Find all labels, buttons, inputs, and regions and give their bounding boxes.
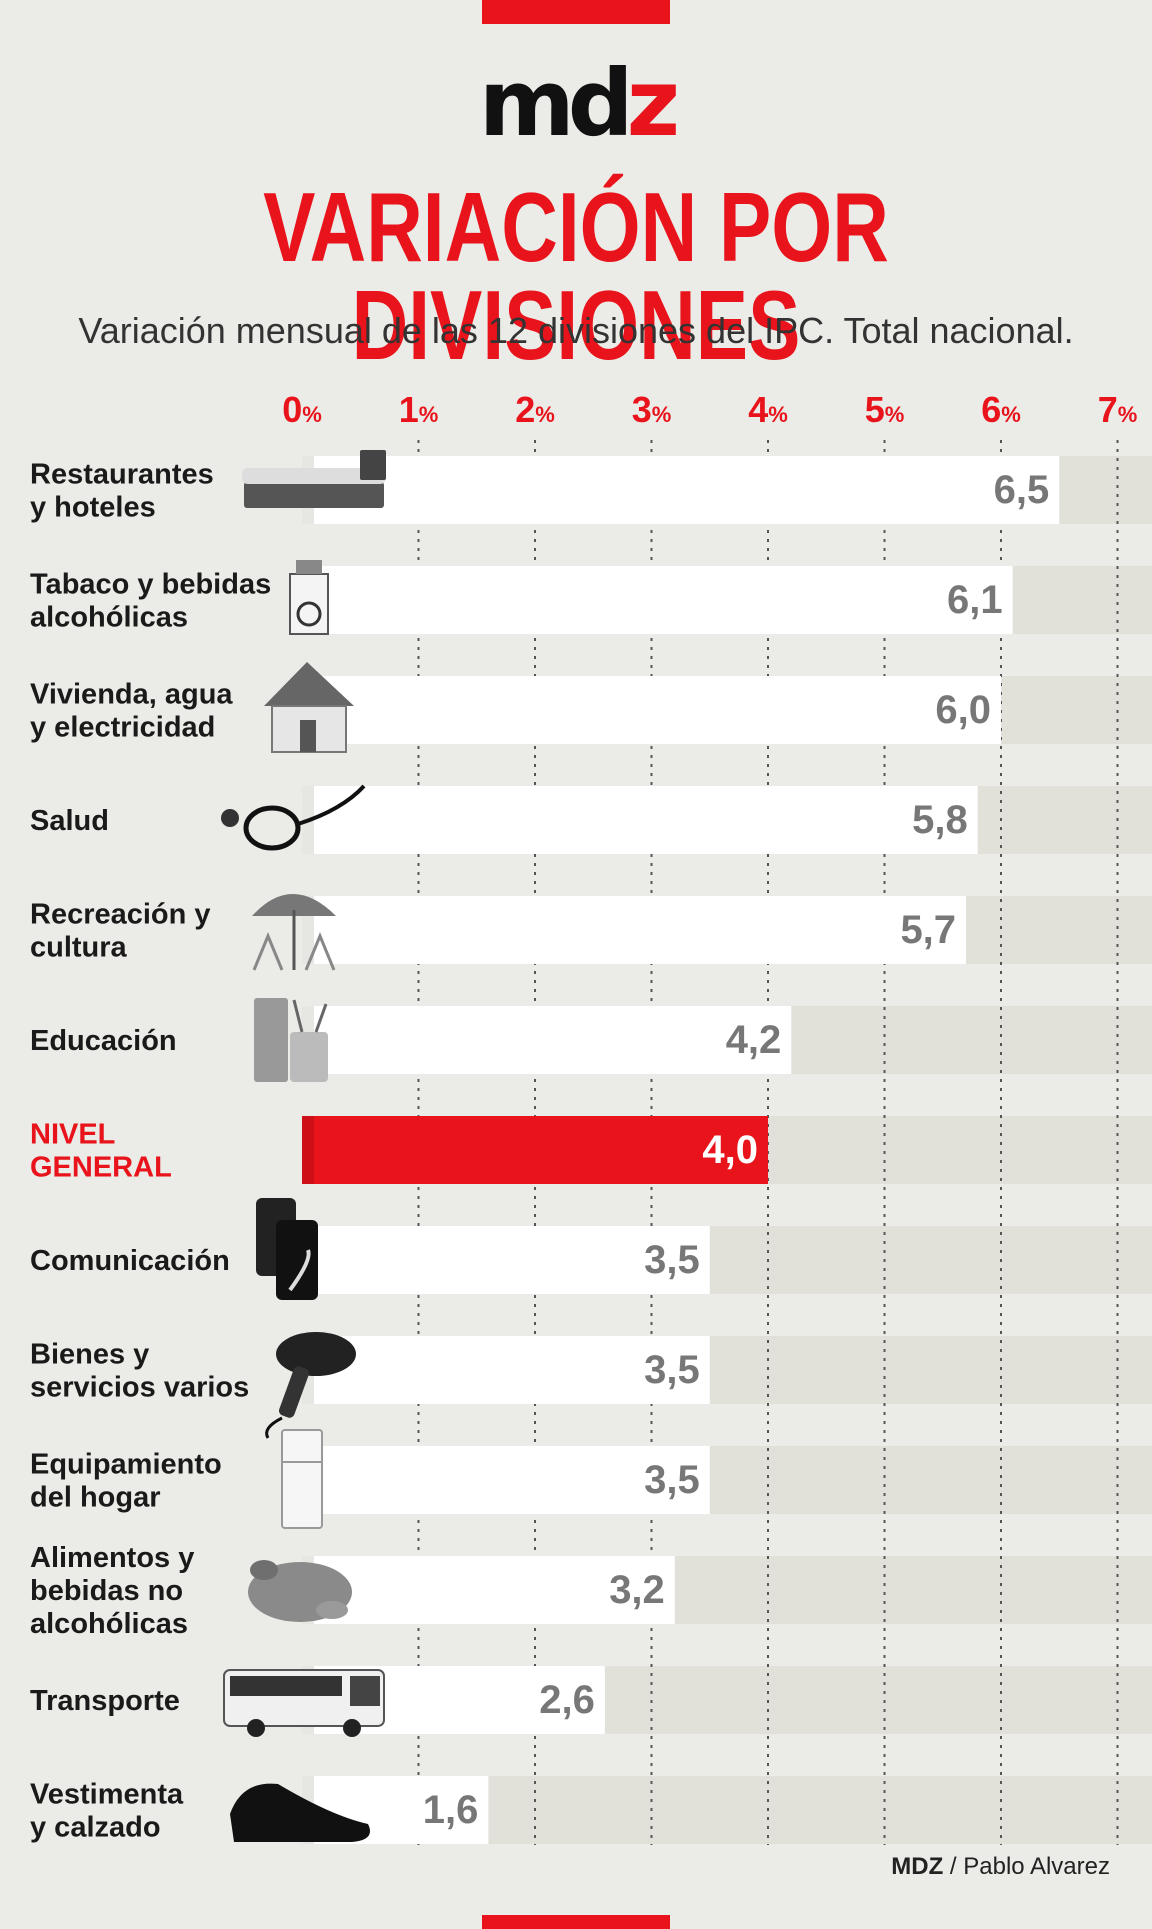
category-label: Comunicación xyxy=(30,1245,230,1277)
category-label: Transporte xyxy=(30,1685,180,1717)
shoe-icon xyxy=(230,1783,370,1842)
smartphone-icon xyxy=(256,1198,318,1300)
cigarettes-icon xyxy=(289,560,329,635)
category-label: Bienes y servicios varios xyxy=(30,1339,249,1404)
bar xyxy=(302,1226,710,1294)
bar xyxy=(302,896,967,964)
bus-icon xyxy=(223,1669,385,1737)
category-label: Educación xyxy=(30,1025,177,1057)
bar xyxy=(302,1556,675,1624)
category-label: Salud xyxy=(30,805,109,837)
category-label: Recreación y cultura xyxy=(30,899,211,964)
bed-icon xyxy=(242,450,386,508)
x-tick-label: 4% xyxy=(748,389,788,430)
value-label: 3,5 xyxy=(644,1348,700,1392)
x-tick-label: 7% xyxy=(1098,389,1138,430)
hair-dryer-icon xyxy=(265,1332,356,1439)
category-label: Restaurantes y hoteles xyxy=(30,459,214,524)
category-label: Vestimenta y calzado xyxy=(30,1779,184,1844)
bar-general xyxy=(302,1116,768,1184)
bar xyxy=(302,1006,792,1074)
bar xyxy=(302,676,1001,744)
category-label: Alimentos y bebidas no alcohólicas xyxy=(30,1542,194,1640)
bar xyxy=(302,566,1013,634)
house-icon xyxy=(264,662,354,753)
credit-line: MDZ / Pablo Alvarez xyxy=(891,1853,1110,1880)
value-label: 6,0 xyxy=(935,688,991,732)
category-label: Equipamiento del hogar xyxy=(30,1449,222,1514)
value-label: 2,6 xyxy=(539,1678,595,1722)
top-accent-bar xyxy=(482,0,670,24)
value-label: 4,2 xyxy=(726,1018,782,1062)
mdz-logo: mdz xyxy=(478,50,680,157)
category-label: Vivienda, agua y electricidad xyxy=(30,679,233,744)
bar xyxy=(302,1336,710,1404)
value-label: 3,2 xyxy=(609,1568,665,1612)
chicken-icon xyxy=(248,1560,352,1622)
x-tick-label: 5% xyxy=(865,389,905,430)
value-label: 5,8 xyxy=(912,798,968,842)
beach-umbrella-icon xyxy=(252,894,336,971)
value-label: 1,6 xyxy=(423,1788,479,1832)
x-tick-label: 0% xyxy=(282,389,322,430)
fridge-icon xyxy=(281,1429,323,1529)
x-tick-label: 1% xyxy=(399,389,439,430)
category-label: NIVEL GENERAL xyxy=(30,1119,172,1184)
bar-edge-shade xyxy=(302,1116,314,1184)
value-label: 6,5 xyxy=(994,468,1050,512)
bar xyxy=(302,1446,710,1514)
chart-subtitle: Variación mensual de las 12 divisiones d… xyxy=(78,310,1074,351)
x-tick-label: 3% xyxy=(632,389,672,430)
value-label: 5,7 xyxy=(900,908,956,952)
value-label: 4,0 xyxy=(702,1128,758,1172)
bottom-accent-bar xyxy=(482,1915,670,1929)
value-label: 6,1 xyxy=(947,578,1003,622)
category-label: Tabaco y bebidas alcohólicas xyxy=(30,569,271,634)
value-label: 3,5 xyxy=(644,1238,700,1282)
x-tick-label: 2% xyxy=(515,389,555,430)
x-tick-label: 6% xyxy=(981,389,1021,430)
stethoscope-icon xyxy=(221,784,366,851)
chart-title: VARIACIÓN POR DIVISIONES xyxy=(263,172,889,380)
bar xyxy=(302,456,1060,524)
bar xyxy=(302,786,978,854)
value-label: 3,5 xyxy=(644,1458,700,1502)
pencil-cup-icon xyxy=(254,998,328,1082)
